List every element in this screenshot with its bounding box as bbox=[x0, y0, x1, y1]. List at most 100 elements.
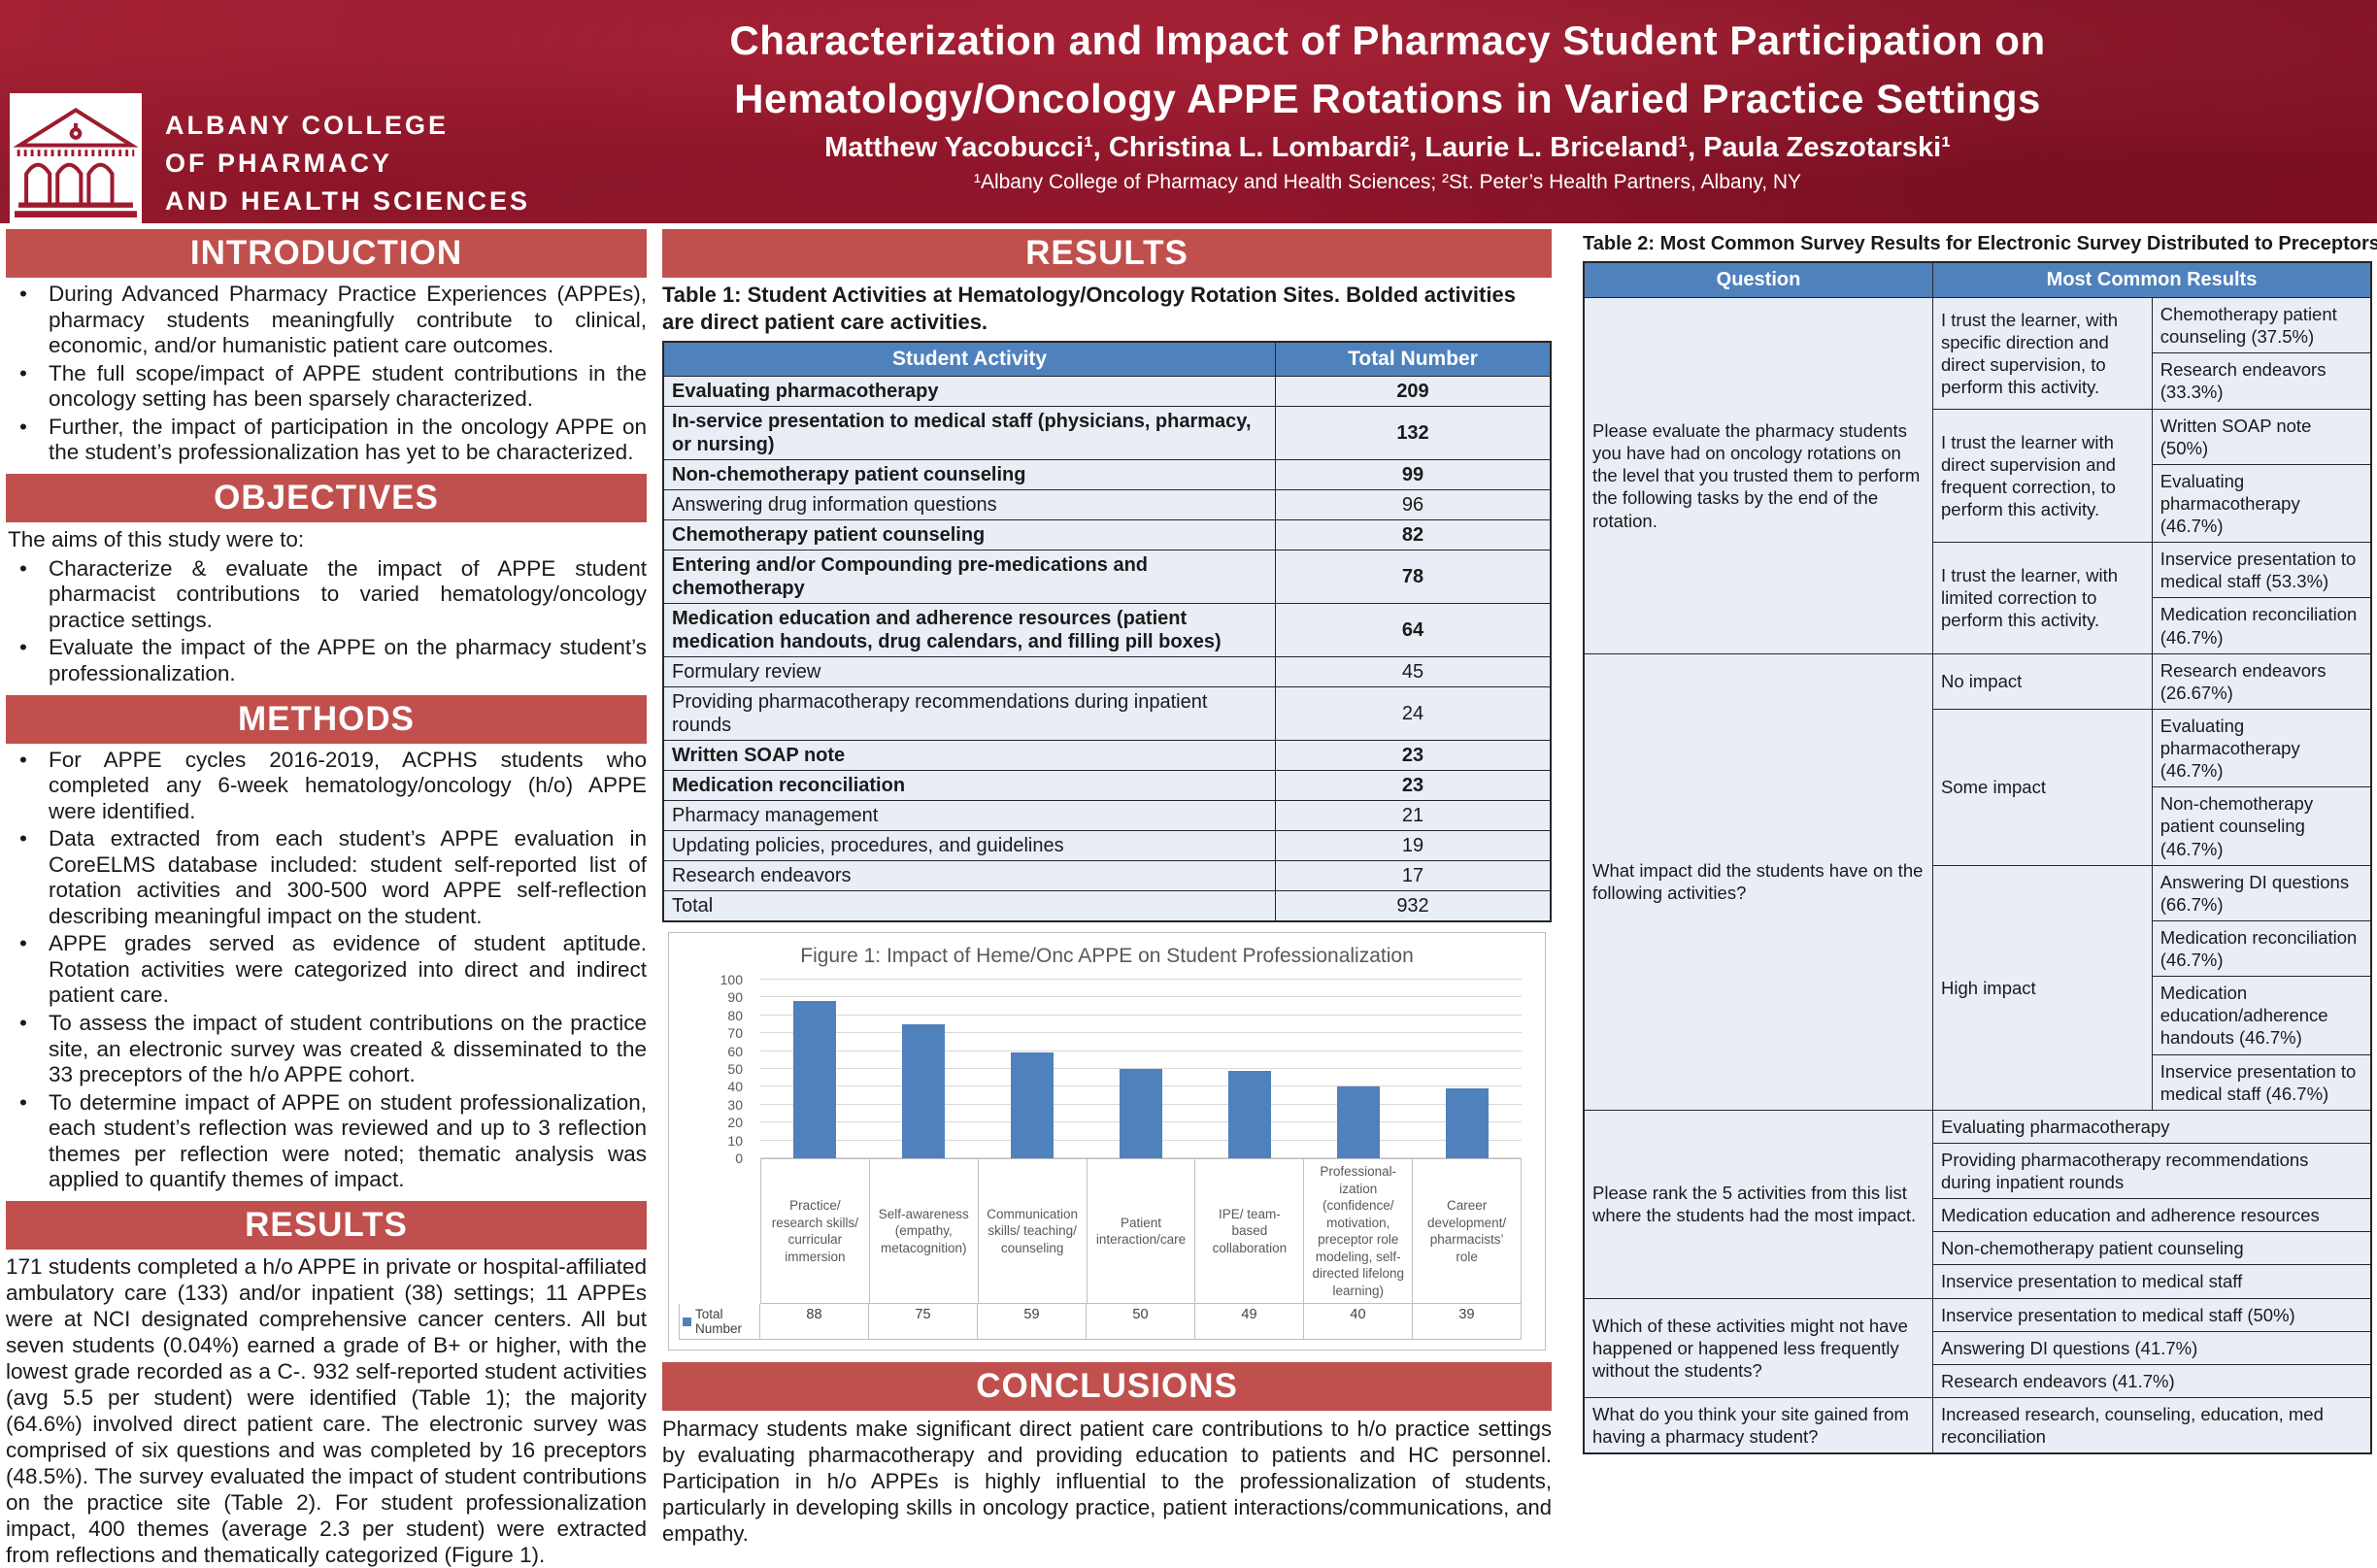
activity-cell: In-service presentation to medical staff… bbox=[662, 406, 1276, 460]
group-cell: High impact bbox=[1932, 864, 2153, 1111]
table-row: Non-chemotherapy patient counseling 99 bbox=[662, 459, 1552, 490]
activity-cell: Formulary review bbox=[662, 656, 1276, 687]
results-heading: RESULTS bbox=[662, 229, 1552, 278]
gridline bbox=[760, 996, 1522, 998]
introduction-bullets: During Advanced Pharmacy Practice Experi… bbox=[6, 282, 647, 466]
category-axis: Practice/ research skills/ curricular im… bbox=[760, 1158, 1523, 1305]
table-row: Total 932 bbox=[662, 890, 1552, 922]
y-tick-label: 0 bbox=[735, 1151, 743, 1166]
bar bbox=[1445, 1088, 1490, 1158]
activity-cell: Providing pharmacotherapy recommendation… bbox=[662, 686, 1276, 741]
result-cell: Inservice presentation to medical staff … bbox=[2151, 1053, 2372, 1111]
total-cell: 19 bbox=[1275, 830, 1552, 861]
total-cell: 21 bbox=[1275, 800, 1552, 831]
y-axis-labels: 0 10 20 30 40 50 60 70 80 90 100 bbox=[706, 972, 753, 1166]
objectives-bullets: Characterize & evaluate the impact of AP… bbox=[6, 556, 647, 687]
bullet-item: Data extracted from each student’s APPE … bbox=[6, 826, 647, 929]
y-tick-label: 70 bbox=[727, 1025, 743, 1042]
y-tick-label: 90 bbox=[727, 989, 743, 1006]
bar bbox=[1336, 1086, 1381, 1158]
y-tick-label: 30 bbox=[727, 1096, 743, 1113]
bar bbox=[1010, 1052, 1055, 1158]
table-row: Which of these activities might not have… bbox=[1583, 1297, 2372, 1398]
bar-column bbox=[760, 980, 869, 1158]
bullet-item: For APPE cycles 2016-2019, ACPHS student… bbox=[6, 748, 647, 825]
group-cell: I trust the learner, with limited correc… bbox=[1932, 542, 2153, 654]
total-cell: 45 bbox=[1275, 656, 1552, 687]
total-cell: 78 bbox=[1275, 550, 1552, 604]
total-cell: 23 bbox=[1275, 740, 1552, 771]
category-label: Communication skills/ teaching/ counseli… bbox=[977, 1159, 1088, 1305]
activity-cell: Evaluating pharmacotherapy bbox=[662, 376, 1276, 407]
result-cell: Answering DI questions (41.7%) bbox=[1932, 1330, 2372, 1365]
bar-column bbox=[1195, 980, 1304, 1158]
left-column: INTRODUCTION During Advanced Pharmacy Pr… bbox=[6, 229, 647, 1568]
table-row: Providing pharmacotherapy recommendation… bbox=[1584, 1142, 2372, 1200]
activity-cell: Answering drug information questions bbox=[662, 489, 1276, 520]
result-cell: Medication education and adherence resou… bbox=[1932, 1198, 2372, 1233]
poster-title-line2: Hematology/Oncology APPE Rotations in Va… bbox=[734, 75, 2041, 121]
total-cell: 23 bbox=[1275, 770, 1552, 801]
group-cell: Some impact bbox=[1932, 708, 2153, 866]
y-tick-label: 80 bbox=[727, 1007, 743, 1023]
bullet-item: To assess the impact of student contribu… bbox=[6, 1011, 647, 1088]
total-cell: 99 bbox=[1275, 459, 1552, 490]
result-cell: Non-chemotherapy patient counseling bbox=[1932, 1231, 2372, 1266]
left-results-heading: RESULTS bbox=[6, 1200, 647, 1250]
table-row: Evaluating pharmacotherapy 209 bbox=[662, 376, 1552, 407]
bar bbox=[1227, 1070, 1272, 1158]
authors: Matthew Yacobucci¹, Christina L. Lombard… bbox=[824, 132, 1951, 164]
group-cell: I trust the learner with direct supervis… bbox=[1932, 408, 2153, 544]
poster-title-line1: Characterization and Impact of Pharmacy … bbox=[729, 17, 2046, 63]
table1: Student Activity Total Number Evaluating… bbox=[662, 341, 1552, 922]
activity-cell: Updating policies, procedures, and guide… bbox=[662, 830, 1276, 861]
result-cell: Medication reconciliation (46.7%) bbox=[2151, 919, 2372, 978]
total-cell: 932 bbox=[1275, 890, 1552, 922]
question-cell: Please rank the 5 activities from this l… bbox=[1583, 1109, 1933, 1299]
y-tick-label: 100 bbox=[720, 972, 743, 987]
activity-cell: Chemotherapy patient counseling bbox=[662, 519, 1276, 550]
logo-line3: AND HEALTH SCIENCES bbox=[165, 186, 531, 217]
result-cell: Chemotherapy patient counseling (37.5%) bbox=[2151, 296, 2372, 354]
value-cell: 88 bbox=[759, 1304, 869, 1341]
objectives-lead: The aims of this study were to: bbox=[8, 526, 305, 551]
result-cell: Answering DI questions (66.7%) bbox=[2151, 864, 2372, 921]
table-row: Research endeavors (41.7%) bbox=[1584, 1363, 2372, 1398]
table-row: Please evaluate the pharmacy students yo… bbox=[1583, 296, 2372, 654]
table-row: Research endeavors 17 bbox=[662, 860, 1552, 891]
table-row: I trust the learner, with limited correc… bbox=[1584, 542, 2372, 654]
figure1-plot-area: 0 10 20 30 40 50 60 70 80 90 100 bbox=[720, 972, 1522, 1166]
logo-wordmark: ALBANY COLLEGE OF PHARMACY AND HEALTH SC… bbox=[165, 107, 530, 220]
gridline bbox=[760, 1032, 1522, 1034]
table-row: Chemotherapy patient counseling 82 bbox=[662, 519, 1552, 550]
y-tick-label: 10 bbox=[727, 1132, 743, 1149]
table-row: What do you think your site gained from … bbox=[1583, 1396, 2372, 1454]
category-label: Self-awareness (empathy, metacognition) bbox=[868, 1159, 979, 1305]
total-cell: 96 bbox=[1275, 489, 1552, 520]
table-row: Medication reconciliation (46.7%) bbox=[1584, 597, 2372, 654]
activity-cell: Medication education and adherence resou… bbox=[662, 603, 1276, 657]
table-row: Answering DI questions (41.7%) bbox=[1584, 1330, 2372, 1365]
bar-column bbox=[1087, 980, 1195, 1158]
activity-cell: Medication reconciliation bbox=[662, 770, 1276, 801]
table-row: Inservice presentation to medical staff bbox=[1584, 1264, 2372, 1299]
table-row: Research endeavors (33.3%) bbox=[1584, 352, 2372, 410]
table1-header-row: Student Activity Total Number bbox=[662, 341, 1552, 377]
table-row: High impact Answering DI questions (66.7… bbox=[1584, 864, 2372, 1111]
affiliations: ¹Albany College of Pharmacy and Health S… bbox=[973, 171, 1802, 194]
table1-col-activity: Student Activity bbox=[662, 341, 1276, 377]
table-row: Some impact Evaluating pharmacotherapy (… bbox=[1584, 708, 2372, 866]
table-row: Answering drug information questions 96 bbox=[662, 489, 1552, 520]
value-cell: 39 bbox=[1412, 1304, 1522, 1341]
bar bbox=[792, 1001, 837, 1158]
value-cell: 59 bbox=[977, 1304, 1087, 1341]
category-label: Professional- ization (confidence/ motiv… bbox=[1303, 1159, 1414, 1305]
table-row: In-service presentation to medical staff… bbox=[662, 406, 1552, 460]
bullet-item: The full scope/impact of APPE student co… bbox=[6, 361, 647, 413]
result-cell: Non-chemotherapy patient counseling (46.… bbox=[2151, 786, 2372, 866]
logo-line2: OF PHARMACY bbox=[165, 149, 392, 179]
table-row: What impact did the students have on the… bbox=[1583, 652, 2372, 1111]
table-row: Written SOAP note 23 bbox=[662, 740, 1552, 771]
logo-line1: ALBANY COLLEGE bbox=[165, 111, 450, 140]
legend-swatch-icon bbox=[683, 1317, 691, 1326]
